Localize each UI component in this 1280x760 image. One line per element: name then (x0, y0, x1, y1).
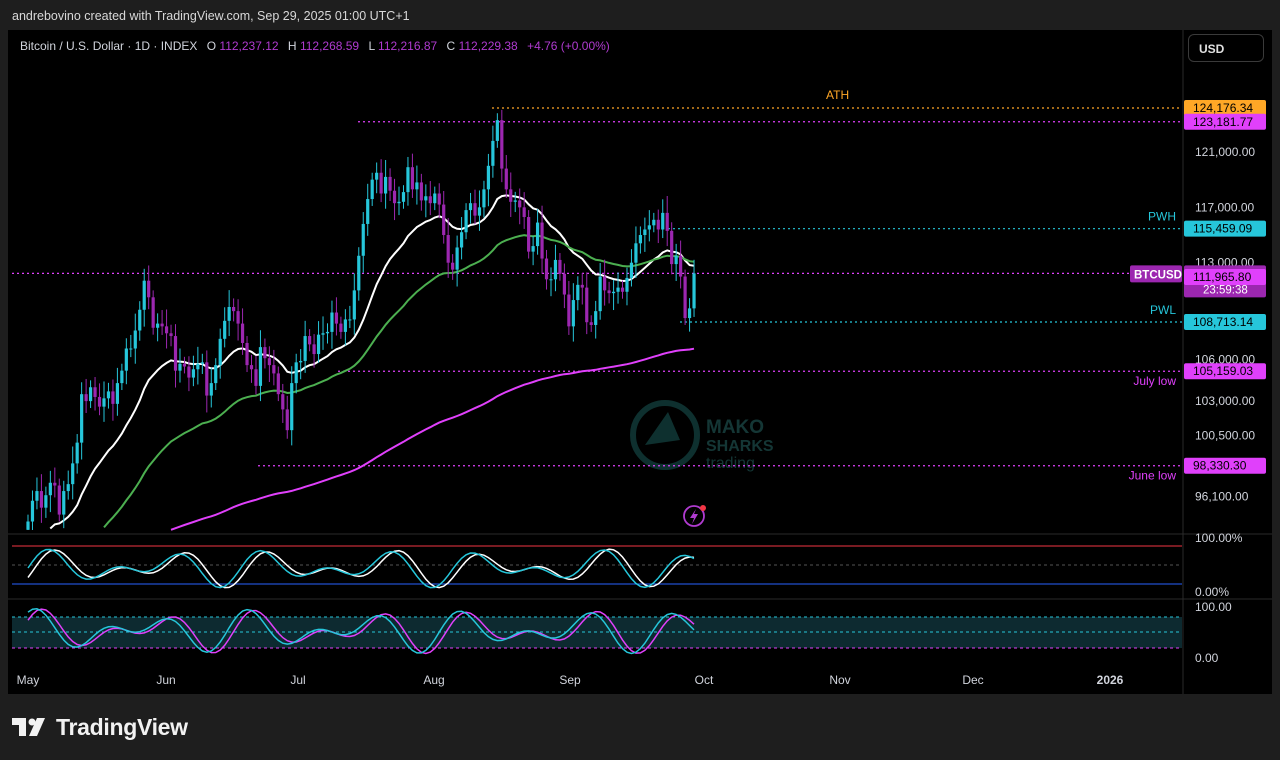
chart-frame[interactable] (8, 30, 1272, 694)
tradingview-logo[interactable]: TradingView (12, 710, 188, 744)
tradingview-brand: TradingView (56, 713, 188, 740)
footer-bar (0, 694, 1280, 760)
attribution-bar: andrebovino created with TradingView.com… (0, 0, 1280, 30)
currency-button[interactable]: USD (1188, 34, 1264, 62)
attribution-text: andrebovino created with TradingView.com… (12, 9, 410, 23)
tradingview-logo-icon (12, 718, 45, 736)
